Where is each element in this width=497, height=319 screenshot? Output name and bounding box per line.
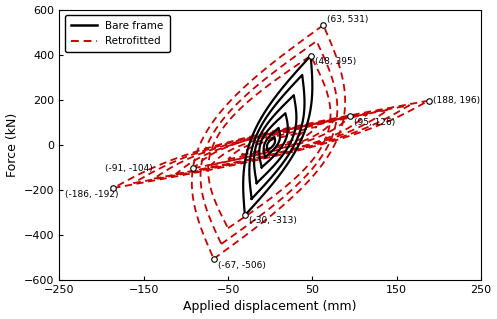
Y-axis label: Force (kN): Force (kN) <box>5 113 18 177</box>
Text: (48, 395): (48, 395) <box>315 57 356 66</box>
Text: (188, 196): (188, 196) <box>433 96 480 105</box>
Text: (95, 126): (95, 126) <box>354 117 396 127</box>
Text: (-186, -192): (-186, -192) <box>65 190 118 199</box>
Text: (-91, -104): (-91, -104) <box>105 164 153 173</box>
X-axis label: Applied displacement (mm): Applied displacement (mm) <box>183 300 357 314</box>
Text: (-67, -506): (-67, -506) <box>218 261 266 270</box>
Legend: Bare frame, Retrofitted: Bare frame, Retrofitted <box>65 15 170 52</box>
Text: (-30, -313): (-30, -313) <box>249 217 297 226</box>
Text: (63, 531): (63, 531) <box>328 15 369 24</box>
